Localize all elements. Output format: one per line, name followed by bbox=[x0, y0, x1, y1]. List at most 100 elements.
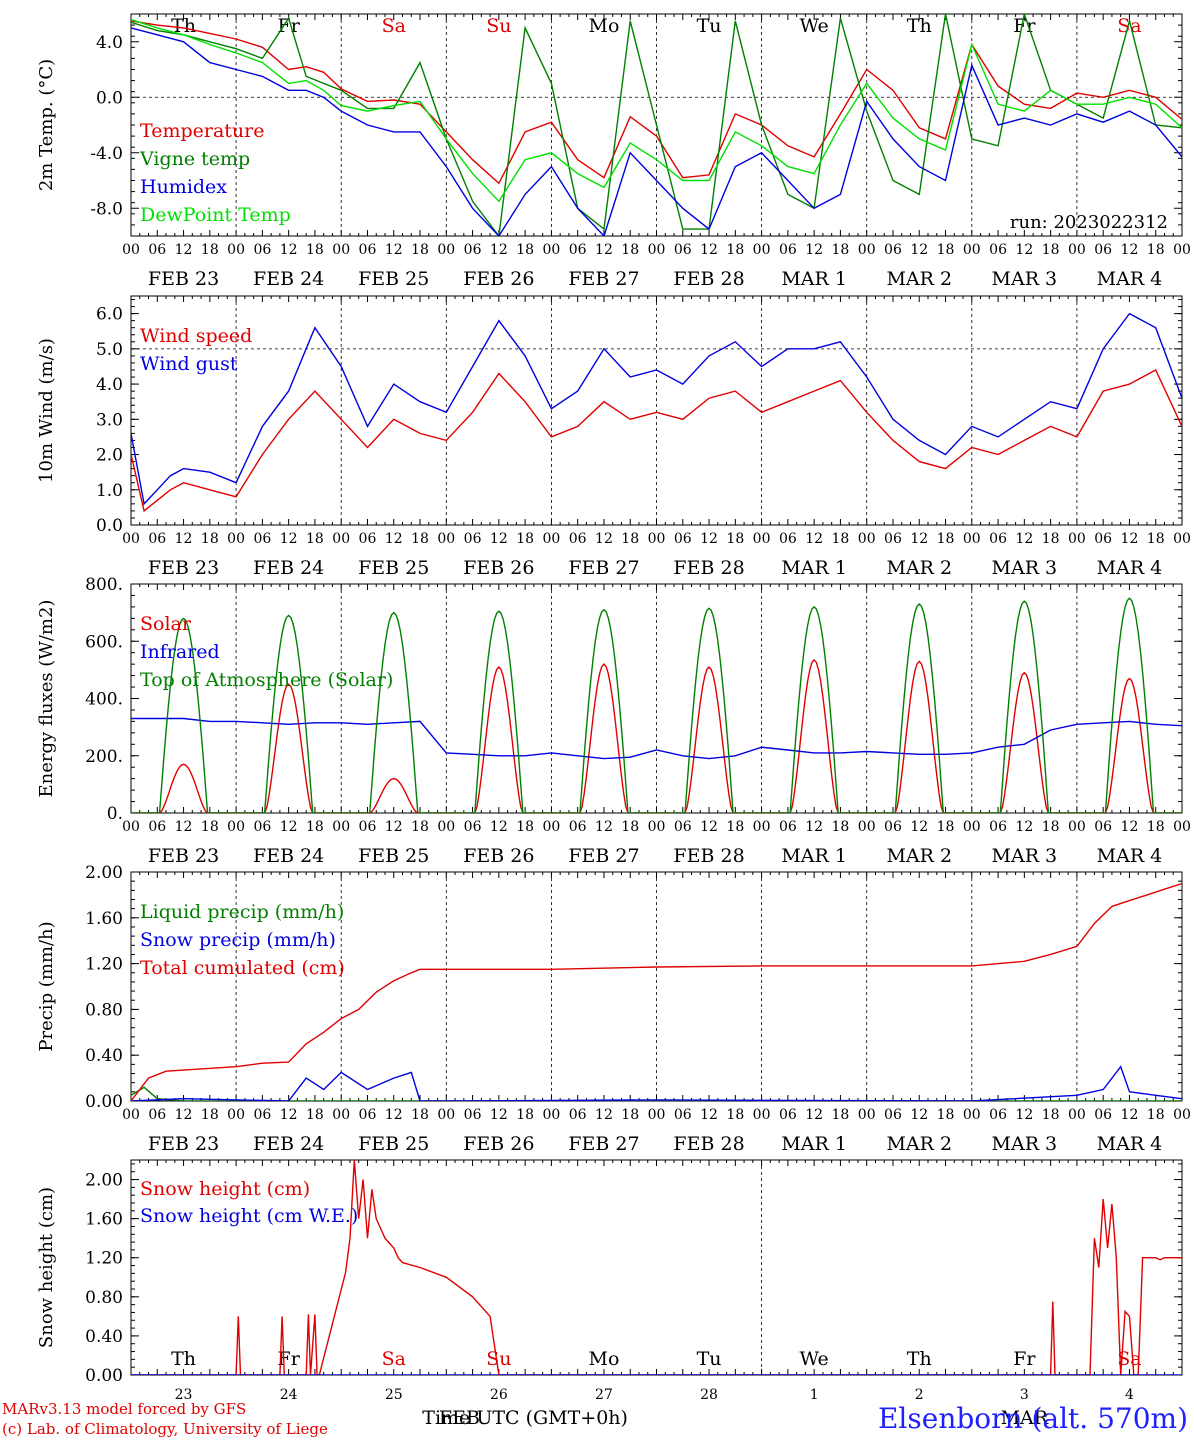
hour-tick-label: 00 bbox=[332, 819, 350, 835]
hour-tick-label: 12 bbox=[385, 819, 403, 835]
hour-tick-label: 06 bbox=[989, 1107, 1007, 1123]
day-label: FEB 25 bbox=[358, 268, 429, 290]
day-label: FEB 27 bbox=[568, 845, 639, 867]
y-tick-label: 0.0 bbox=[96, 516, 123, 536]
day-label: MAR 3 bbox=[992, 557, 1058, 579]
hour-tick-label: 00 bbox=[332, 531, 350, 547]
weekday-label: Tu bbox=[697, 15, 722, 37]
hour-tick-label: 06 bbox=[884, 819, 902, 835]
y-tick-label: 0.00 bbox=[85, 1092, 123, 1112]
hour-tick-label: 12 bbox=[595, 1107, 613, 1123]
hour-tick-label: 18 bbox=[1147, 531, 1165, 547]
day-label: FEB 24 bbox=[253, 845, 324, 867]
y-tick-label: 1.60 bbox=[85, 909, 123, 929]
y-tick-label: 0.40 bbox=[85, 1046, 123, 1066]
hour-tick-label: 06 bbox=[253, 1107, 271, 1123]
hour-tick-label: 18 bbox=[411, 242, 429, 258]
hour-tick-label: 12 bbox=[1015, 819, 1033, 835]
hour-tick-label: 18 bbox=[937, 531, 955, 547]
series-line-liquid-precip-mm-h- bbox=[131, 1086, 1182, 1101]
hour-tick-label: 18 bbox=[306, 242, 324, 258]
series-line-humidex bbox=[131, 27, 1182, 236]
hour-tick-label: 12 bbox=[1015, 242, 1033, 258]
hour-tick-label: 06 bbox=[464, 819, 482, 835]
hour-tick-label: 00 bbox=[437, 242, 455, 258]
series-line-total-cumulated-cm- bbox=[131, 882, 1182, 1101]
series-line-snow-precip-mm-h- bbox=[131, 1065, 1182, 1101]
y-axis-label: Precip (mm/h) bbox=[36, 921, 57, 1051]
hour-tick-label: 18 bbox=[516, 819, 534, 835]
day-label: FEB 26 bbox=[463, 557, 534, 579]
day-label: FEB 26 bbox=[463, 1133, 534, 1155]
hour-tick-label: 00 bbox=[542, 819, 560, 835]
hour-tick-label: 06 bbox=[989, 531, 1007, 547]
station-label: Elsenborn (alt. 570m) bbox=[877, 1402, 1188, 1435]
hour-tick-label: 06 bbox=[1094, 531, 1112, 547]
day-number-label: 3 bbox=[1020, 1387, 1029, 1403]
day-label: FEB 28 bbox=[673, 845, 744, 867]
hour-tick-label: 12 bbox=[805, 819, 823, 835]
day-number-label: 4 bbox=[1125, 1387, 1134, 1403]
hour-tick-label: 12 bbox=[1015, 531, 1033, 547]
y-tick-label: 6.0 bbox=[96, 305, 123, 325]
hour-tick-label: 18 bbox=[937, 1107, 955, 1123]
y-tick-label: 4.0 bbox=[96, 33, 123, 53]
hour-tick-label: 12 bbox=[700, 242, 718, 258]
hour-tick-label: 00 bbox=[963, 1107, 981, 1123]
hour-tick-label: 18 bbox=[306, 1107, 324, 1123]
day-label: FEB 28 bbox=[673, 1133, 744, 1155]
y-tick-label: 2.00 bbox=[85, 1171, 123, 1191]
hour-tick-label: 00 bbox=[227, 242, 245, 258]
hour-tick-label: 06 bbox=[359, 531, 377, 547]
series-group bbox=[131, 882, 1182, 1101]
hour-tick-label: 12 bbox=[280, 819, 298, 835]
series-line-top-of-atmosphere-solar- bbox=[131, 597, 1182, 813]
day-label: FEB 24 bbox=[253, 268, 324, 290]
day-label: FEB 23 bbox=[148, 1133, 219, 1155]
day-label: MAR 2 bbox=[886, 557, 952, 579]
hour-tick-label: 06 bbox=[884, 242, 902, 258]
hour-tick-label: 18 bbox=[201, 1107, 219, 1123]
series-line-wind-speed bbox=[131, 369, 1182, 513]
day-label: MAR 3 bbox=[992, 268, 1058, 290]
hour-tick-label: 00 bbox=[437, 1107, 455, 1123]
hour-tick-label: 06 bbox=[1094, 819, 1112, 835]
legend-entry: Solar bbox=[140, 613, 192, 635]
x-axis-label: Time UTC (GMT+0h) bbox=[422, 1407, 628, 1429]
y-axis-label: 2m Temp. (°C) bbox=[36, 59, 57, 191]
hour-tick-label: 06 bbox=[569, 531, 587, 547]
day-number-label: 24 bbox=[280, 1387, 298, 1403]
hour-tick-label: 12 bbox=[175, 531, 193, 547]
y-tick-label: 0.80 bbox=[85, 1288, 123, 1308]
day-number-label: 26 bbox=[490, 1387, 508, 1403]
y-tick-label: 600. bbox=[85, 632, 123, 652]
day-label: FEB 27 bbox=[568, 268, 639, 290]
hour-tick-label: 00 bbox=[858, 819, 876, 835]
hour-tick-label: 18 bbox=[201, 819, 219, 835]
hour-tick-label: 00 bbox=[753, 819, 771, 835]
weekday-label: Th bbox=[907, 1348, 932, 1370]
hour-tick-label: 18 bbox=[937, 819, 955, 835]
hour-tick-label: 00 bbox=[1068, 819, 1086, 835]
hour-tick-label: 06 bbox=[253, 531, 271, 547]
hour-tick-label: 00 bbox=[122, 819, 140, 835]
day-label: MAR 1 bbox=[781, 845, 847, 867]
hour-tick-label: 00 bbox=[122, 1107, 140, 1123]
hour-tick-label: 06 bbox=[464, 531, 482, 547]
day-label: FEB 23 bbox=[148, 557, 219, 579]
day-label: FEB 27 bbox=[568, 1133, 639, 1155]
y-tick-label: 1.20 bbox=[85, 1249, 123, 1269]
hour-tick-label: 18 bbox=[1042, 242, 1060, 258]
hour-tick-label: 12 bbox=[910, 242, 928, 258]
hour-tick-label: 00 bbox=[858, 1107, 876, 1123]
hour-tick-label: 12 bbox=[1121, 819, 1139, 835]
y-tick-label: 2.00 bbox=[85, 863, 123, 883]
hour-tick-label: 00 bbox=[122, 242, 140, 258]
hour-tick-label: 00 bbox=[542, 242, 560, 258]
hour-tick-label: 18 bbox=[306, 531, 324, 547]
run-label: run: 2023022312 bbox=[1010, 212, 1168, 233]
hour-tick-label: 18 bbox=[621, 819, 639, 835]
hour-tick-label: 12 bbox=[385, 531, 403, 547]
legend-entry: Liquid precip (mm/h) bbox=[140, 901, 344, 923]
day-label: MAR 3 bbox=[992, 845, 1058, 867]
